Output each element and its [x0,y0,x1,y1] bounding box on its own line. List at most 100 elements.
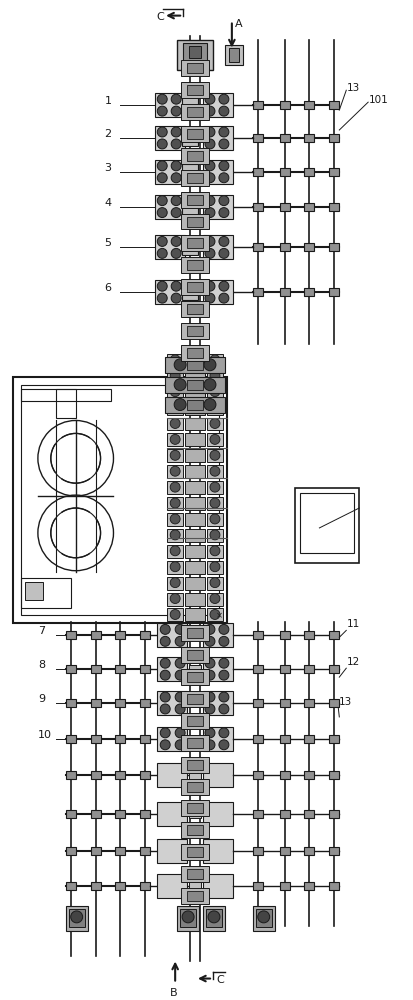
Bar [185,545,205,558]
Bar [56,389,76,418]
Bar [13,377,227,623]
Bar [207,577,223,590]
Bar [253,168,263,176]
Circle shape [174,399,186,411]
Bar [167,386,183,399]
Bar [185,481,205,494]
Bar [329,665,339,673]
Circle shape [219,636,229,646]
Circle shape [157,173,167,183]
Bar [116,699,126,707]
Circle shape [170,403,180,413]
Bar [181,669,209,685]
Bar [203,195,233,219]
Text: 12: 12 [347,657,361,667]
Bar [206,909,222,927]
Circle shape [205,740,215,750]
Bar [185,418,205,430]
Bar [189,46,201,58]
Bar [66,699,76,707]
Bar [329,203,339,211]
Bar [304,810,314,818]
Bar [187,63,203,73]
Bar [185,370,205,383]
Circle shape [71,911,83,923]
Bar [185,513,205,526]
Bar [329,771,339,779]
Circle shape [205,127,215,137]
Bar [329,699,339,707]
Circle shape [160,670,170,680]
Bar [304,771,314,779]
Bar [25,582,43,600]
Circle shape [204,379,216,391]
Bar [187,847,203,857]
Bar [185,497,205,510]
Bar [157,657,187,681]
Bar [253,203,263,211]
Circle shape [210,482,220,492]
Text: C: C [156,12,164,22]
Bar [187,282,203,292]
Circle shape [170,450,180,460]
Bar [66,771,76,779]
Circle shape [157,94,167,104]
Bar [187,85,203,95]
Circle shape [170,466,180,476]
Circle shape [174,379,186,391]
Bar [203,906,225,931]
Bar [181,126,209,142]
Bar [177,40,213,70]
Bar [116,847,126,855]
Circle shape [210,387,220,397]
Circle shape [171,248,181,258]
Bar [185,386,205,399]
Bar [140,735,150,743]
Bar [207,529,223,542]
Bar [280,810,290,818]
Bar [229,48,239,62]
Bar [203,839,233,863]
Bar [181,148,209,164]
Circle shape [157,236,167,246]
Text: 11: 11 [347,619,361,629]
Circle shape [210,466,220,476]
Bar [203,763,233,787]
Bar [280,882,290,890]
Bar [280,288,290,296]
Bar [167,402,183,415]
Bar [157,763,187,787]
Circle shape [205,106,215,116]
Bar [253,288,263,296]
Bar [203,691,233,715]
Circle shape [210,578,220,588]
Circle shape [157,293,167,303]
Circle shape [258,911,270,923]
Circle shape [205,670,215,680]
Bar [185,561,205,574]
Bar [181,192,209,208]
Circle shape [205,728,215,738]
Bar [187,694,203,704]
Circle shape [157,139,167,149]
Circle shape [175,670,185,680]
Bar [167,545,183,558]
Circle shape [219,173,229,183]
Circle shape [171,161,181,171]
Circle shape [157,196,167,206]
Circle shape [219,670,229,680]
Circle shape [219,236,229,246]
Circle shape [219,94,229,104]
Circle shape [219,692,229,702]
Bar [155,195,185,219]
Bar [66,882,76,890]
Bar [189,810,201,818]
Bar [185,433,205,446]
Circle shape [210,418,220,428]
Bar [155,160,185,184]
Bar [181,779,209,795]
Bar [187,628,203,638]
Circle shape [210,530,220,540]
Circle shape [170,434,180,444]
Bar [157,802,187,826]
